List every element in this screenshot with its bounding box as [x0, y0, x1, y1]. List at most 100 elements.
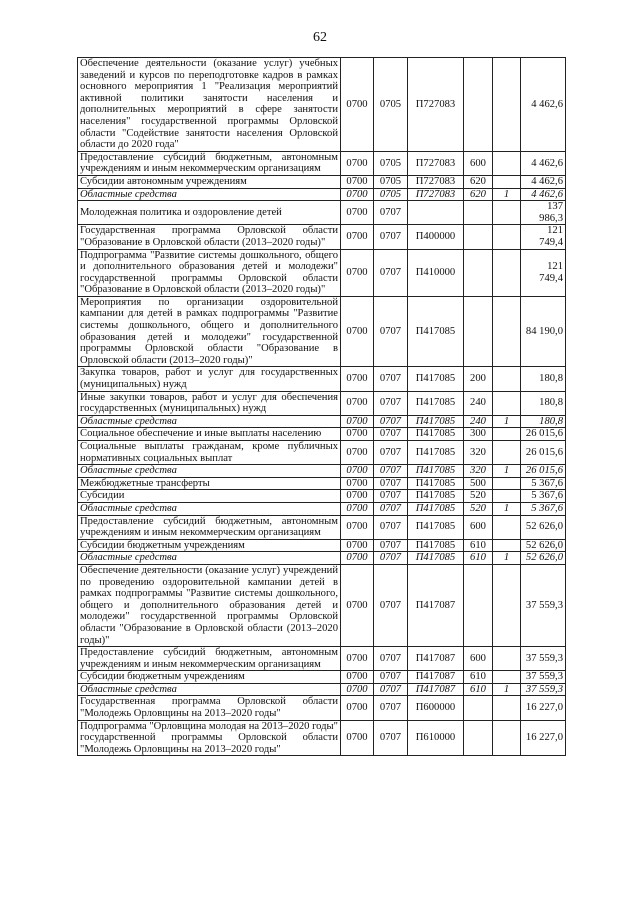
- section-code: 0700: [340, 295, 374, 368]
- section-code: 0700: [340, 427, 374, 441]
- target-article-code: П417085: [407, 476, 464, 491]
- funding-source-code: 1: [492, 551, 521, 565]
- table-row: Предоставление субсидий бюджетным, автон…: [77, 646, 566, 672]
- table-row: Закупка товаров, работ и услуг для госуд…: [77, 366, 566, 392]
- expense-type-code: 300: [463, 427, 493, 441]
- amount: 52 626,0: [520, 538, 566, 553]
- section-code: 0700: [340, 200, 374, 226]
- table-row: Предоставление субсидий бюджетным, автон…: [77, 150, 566, 176]
- section-code: 0700: [340, 414, 374, 429]
- table-row: Субсидии бюджетным учреждениям 0700 0707 П4…: [77, 670, 566, 684]
- expense-type-code: 320: [463, 439, 493, 466]
- target-article-code: П417087: [407, 670, 464, 684]
- funding-source-code: [492, 248, 521, 297]
- target-article-code: П417085: [407, 464, 464, 478]
- amount: 26 015,6: [520, 427, 566, 441]
- target-article-code: П417085: [407, 414, 464, 429]
- target-article-code: П417085: [407, 538, 464, 553]
- amount: 16 227,0: [520, 719, 566, 757]
- expense-type-code: 320: [463, 464, 493, 478]
- target-article-code: П417087: [407, 563, 464, 648]
- funding-source-code: 1: [492, 501, 521, 516]
- expense-type-code: 620: [463, 174, 493, 189]
- section-code: 0700: [340, 366, 374, 392]
- amount: 4 462,6: [520, 150, 566, 176]
- budget-table: Обеспечение деятельности (оказание услуг…: [77, 57, 566, 757]
- expense-type-code: [463, 695, 493, 721]
- row-description: Предоставление субсидий бюджетным, автон…: [77, 514, 341, 540]
- table-row: Областные средства 0700 0707 П417087 610 1 37 …: [77, 682, 566, 697]
- row-description: Областные средства: [77, 551, 341, 565]
- expense-type-code: [463, 295, 493, 368]
- table-row: Молодежная политика и оздоровление детей…: [77, 200, 566, 226]
- row-description: Социальное обеспечение и иные выплаты на…: [77, 427, 341, 441]
- funding-source-code: [492, 439, 521, 466]
- funding-source-code: [492, 390, 521, 416]
- funding-source-code: [492, 57, 521, 152]
- subsection-code: 0705: [373, 187, 408, 202]
- subsection-code: 0707: [373, 514, 408, 540]
- section-code: 0700: [340, 646, 374, 672]
- subsection-code: 0707: [373, 414, 408, 429]
- subsection-code: 0707: [373, 682, 408, 697]
- amount: 26 015,6: [520, 464, 566, 478]
- row-description: Обеспечение деятельности (оказание услуг…: [77, 563, 341, 648]
- expense-type-code: 240: [463, 390, 493, 416]
- amount: 4 462,6: [520, 57, 566, 152]
- amount: 4 462,6: [520, 187, 566, 202]
- row-description: Предоставление субсидий бюджетным, автон…: [77, 646, 341, 672]
- section-code: 0700: [340, 224, 374, 250]
- expense-type-code: 600: [463, 514, 493, 540]
- subsection-code: 0705: [373, 57, 408, 152]
- funding-source-code: [492, 563, 521, 648]
- expense-type-code: [463, 224, 493, 250]
- row-description: Обеспечение деятельности (оказание услуг…: [77, 57, 341, 152]
- table-row: Субсидии автономным учреждениям 0700 0705 П…: [77, 174, 566, 189]
- subsection-code: 0707: [373, 563, 408, 648]
- section-code: 0700: [340, 695, 374, 721]
- expense-type-code: 240: [463, 414, 493, 429]
- amount: 4 462,6: [520, 174, 566, 189]
- funding-source-code: [492, 174, 521, 189]
- section-code: 0700: [340, 719, 374, 757]
- target-article-code: П410000: [407, 248, 464, 297]
- table-row: Социальные выплаты гражданам, кроме публ…: [77, 439, 566, 466]
- subsection-code: 0707: [373, 538, 408, 553]
- expense-type-code: 610: [463, 551, 493, 565]
- table-row: Подпрограмма "Орловщина молодая на 2013–…: [77, 719, 566, 757]
- subsection-code: 0707: [373, 551, 408, 565]
- amount: 5 367,6: [520, 489, 566, 503]
- subsection-code: 0707: [373, 390, 408, 416]
- subsection-code: 0705: [373, 150, 408, 176]
- section-code: 0700: [340, 563, 374, 648]
- target-article-code: П727083: [407, 187, 464, 202]
- expense-type-code: [463, 200, 493, 226]
- amount: 180,8: [520, 414, 566, 429]
- section-code: 0700: [340, 551, 374, 565]
- section-code: 0700: [340, 489, 374, 503]
- section-code: 0700: [340, 248, 374, 297]
- expense-type-code: [463, 248, 493, 297]
- funding-source-code: [492, 538, 521, 553]
- subsection-code: 0707: [373, 501, 408, 516]
- subsection-code: 0707: [373, 695, 408, 721]
- expense-type-code: 600: [463, 150, 493, 176]
- target-article-code: П727083: [407, 150, 464, 176]
- section-code: 0700: [340, 514, 374, 540]
- table-row: Обеспечение деятельности (оказание услуг…: [77, 57, 566, 152]
- section-code: 0700: [340, 390, 374, 416]
- table-row: Областные средства 0700 0707 П417085 610 1 52 …: [77, 551, 566, 565]
- page-number: 62: [313, 30, 327, 45]
- expense-type-code: 610: [463, 670, 493, 684]
- target-article-code: П610000: [407, 719, 464, 757]
- table-row: Государственная программа Орловской обла…: [77, 695, 566, 721]
- table-row: Мероприятия по организации оздоровительн…: [77, 295, 566, 368]
- funding-source-code: [492, 427, 521, 441]
- table-row: Областные средства 0700 0707 П417085 240 1 180…: [77, 414, 566, 429]
- funding-source-code: [492, 670, 521, 684]
- table-row: Областные средства 0700 0705 П727083 620 1 4 4…: [77, 187, 566, 202]
- section-code: 0700: [340, 501, 374, 516]
- expense-type-code: [463, 57, 493, 152]
- subsection-code: 0705: [373, 174, 408, 189]
- target-article-code: П417085: [407, 489, 464, 503]
